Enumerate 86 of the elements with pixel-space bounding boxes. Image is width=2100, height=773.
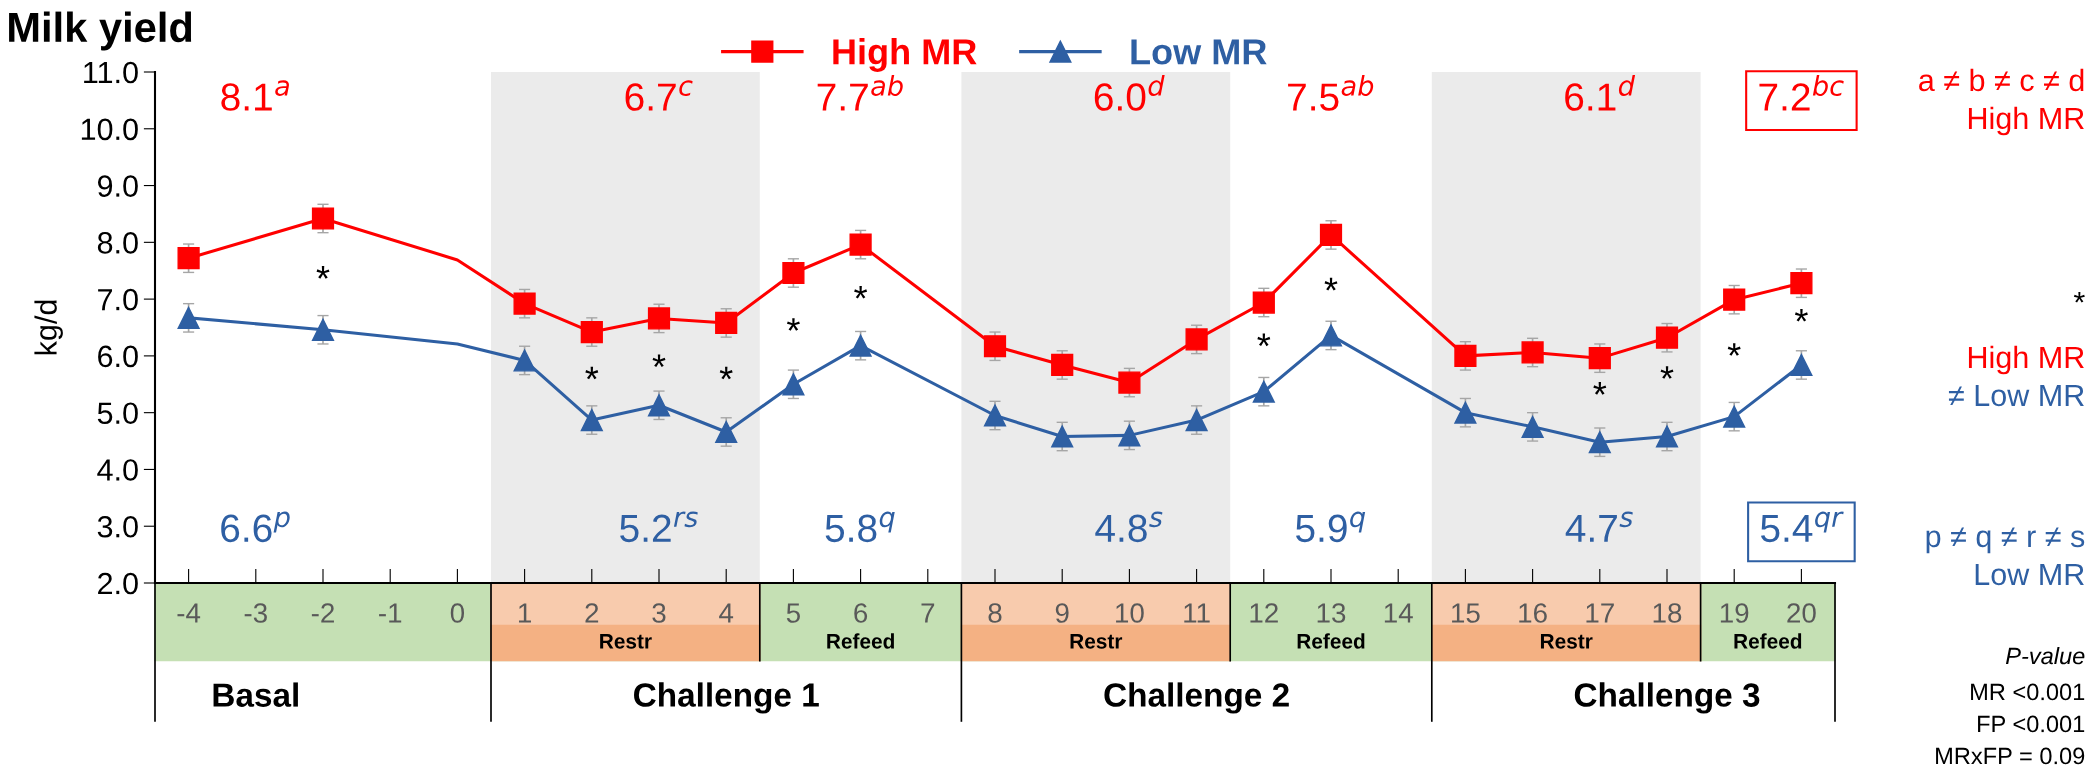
x-tick-label: 2 xyxy=(585,603,599,623)
x-tick-label: -1 xyxy=(379,603,402,623)
text: FP <0.001 xyxy=(1978,715,2085,733)
text: Challenge 2 xyxy=(1104,682,1289,714)
x-tick-label: -2 xyxy=(311,603,334,623)
annotation: 6.0$^{d}$ xyxy=(1094,74,1165,111)
annotation: * xyxy=(854,285,868,299)
x-tick-label: 5 xyxy=(786,603,800,623)
annotation: 5.9$^{q}$ xyxy=(1296,511,1366,543)
x-tick-label: 9 xyxy=(1055,603,1069,623)
x-tick-label: 17 xyxy=(1586,603,1614,623)
annotation: * xyxy=(719,366,733,380)
x-tick-label: 16 xyxy=(1519,603,1547,623)
y-tick-label: 11.0 xyxy=(84,61,138,84)
annotation: 4.7$^{s}$ xyxy=(1565,511,1633,542)
x-tick-label: 0 xyxy=(450,603,465,623)
annotation: 5.4$^{qr}$ xyxy=(1760,511,1844,543)
text: Low MR xyxy=(1975,563,2084,586)
y-tick-label: 10.0 xyxy=(81,118,138,141)
annotation: 7.5$^{ab}$ xyxy=(1288,74,1374,111)
annotation: * xyxy=(1794,308,1808,322)
y-tick-label: 2.0 xyxy=(98,572,138,595)
text: P-value xyxy=(2005,646,2085,665)
band-label: Restr xyxy=(1070,634,1123,649)
annotation: * xyxy=(585,366,599,380)
x-tick-label: 1 xyxy=(518,603,531,623)
annotation: 8.1$^{a}$ xyxy=(221,80,289,111)
x-tick-label: 10 xyxy=(1116,603,1144,623)
annotation: * xyxy=(652,354,666,368)
y-tick-label: 6.0 xyxy=(98,345,138,368)
text: Challenge 3 xyxy=(1574,682,1760,714)
annotation: 5.8$^{q}$ xyxy=(825,511,895,543)
x-tick-label: 18 xyxy=(1653,603,1682,623)
y-tick-label: 8.0 xyxy=(97,232,138,254)
annotation: * xyxy=(316,266,330,279)
annotation: * xyxy=(1727,343,1741,356)
annotation: 7.2$^{bc}$ xyxy=(1759,74,1844,111)
annotation: * xyxy=(1257,333,1271,347)
x-tick-label: 6 xyxy=(854,603,868,623)
x-tick-label: 15 xyxy=(1452,603,1480,623)
text: High MR xyxy=(1968,345,2084,375)
text: p ≠ q ≠ r ≠ s xyxy=(1926,527,2085,554)
annotation: * xyxy=(1324,277,1338,291)
annotation: 7.7$^{ab}$ xyxy=(817,74,903,111)
annotation: 6.6$^{p}$ xyxy=(221,511,290,543)
x-tick-label: 19 xyxy=(1720,603,1749,623)
text: MR <0.001 xyxy=(1971,683,2085,701)
x-tick-label: 4 xyxy=(719,603,734,623)
band-label: Restr xyxy=(600,634,652,649)
y-tick-label: 4.0 xyxy=(97,459,138,481)
annotation: 4.8$^{s}$ xyxy=(1095,511,1163,543)
chart-title: Milk yield xyxy=(9,11,192,51)
x-tick-label: -4 xyxy=(177,603,201,623)
annotation: 6.7$^{c}$ xyxy=(625,80,693,111)
text: Refeed xyxy=(827,633,894,649)
y-tick-label: 3.0 xyxy=(97,515,138,538)
band-label: Restr xyxy=(1540,634,1593,649)
text: Refeed xyxy=(1297,633,1365,649)
annotation: * xyxy=(786,318,800,331)
x-tick-label: 8 xyxy=(988,603,1002,623)
annotation: 5.2$^{rs}$ xyxy=(620,511,698,543)
text: a ≠ b ≠ c ≠ d xyxy=(1919,68,2084,92)
legend-label: High MR xyxy=(833,38,977,72)
legend-label: Low MR xyxy=(1131,39,1267,65)
annotation: * xyxy=(1593,382,1607,395)
y-tick-label: 9.0 xyxy=(97,175,138,197)
y-axis-title: kg/d xyxy=(34,300,63,355)
annotation: 6.1$^{d}$ xyxy=(1565,74,1636,111)
text: Basal xyxy=(213,682,298,707)
y-tick-label: 5.0 xyxy=(97,402,138,425)
text: * xyxy=(2073,291,2085,303)
x-tick-label: 13 xyxy=(1317,603,1346,623)
text: High MR xyxy=(1968,106,2084,136)
annotation: * xyxy=(1660,366,1674,379)
text: Challenge 1 xyxy=(634,682,819,714)
y-tick-label: 7.0 xyxy=(98,288,138,311)
text: MRxFP = 0.09 xyxy=(1936,747,2085,765)
x-tick-label: 12 xyxy=(1250,603,1278,623)
x-tick-label: 14 xyxy=(1384,603,1413,623)
x-tick-label: 20 xyxy=(1787,603,1816,623)
x-tick-label: 3 xyxy=(652,603,666,623)
x-tick-label: 11 xyxy=(1184,603,1210,623)
text: ≠ Low MR xyxy=(1948,384,2084,407)
text: Refeed xyxy=(1734,633,1802,649)
x-tick-label: 7 xyxy=(921,603,935,623)
x-tick-label: -3 xyxy=(244,603,267,623)
